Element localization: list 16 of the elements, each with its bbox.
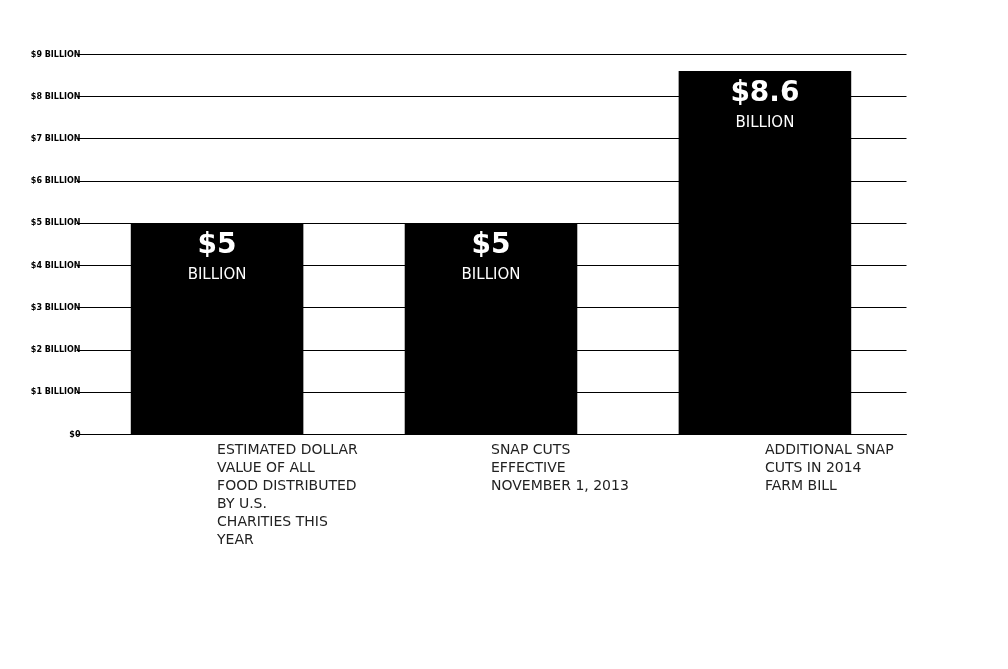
y-tick-label: $2 BILLION xyxy=(30,345,81,355)
y-tick-label: $5 BILLION xyxy=(30,218,81,228)
text: $8.6 BILLION xyxy=(730,74,800,131)
y-tick-label: $6 BILLION xyxy=(30,176,81,186)
x-tick-label: ADDITIONAL SNAP CUTS IN 2014 FARM BILL xyxy=(764,440,894,493)
y-tick-label: $0 xyxy=(69,429,81,439)
text: $5 BILLION xyxy=(461,226,521,283)
y-tick-label: $8 BILLION xyxy=(30,91,81,101)
y-tick-label: $4 BILLION xyxy=(30,260,81,270)
text: $5 BILLION xyxy=(187,226,247,283)
x-tick-label: ESTIMATED DOLLAR VALUE OF ALL FOOD DISTRIBUTED BY U.S. CHARITIES THIS YEAR xyxy=(216,440,358,547)
y-tick-label: $9 BILLION xyxy=(30,49,81,59)
x-tick-label: SNAP CUTS EFFECTIVE NOVEMBER 1, 2013 xyxy=(491,440,629,493)
y-tick-label: $7 BILLION xyxy=(30,133,81,143)
y-tick-label: $1 BILLION xyxy=(30,387,81,397)
y-tick-label: $3 BILLION xyxy=(30,302,81,312)
